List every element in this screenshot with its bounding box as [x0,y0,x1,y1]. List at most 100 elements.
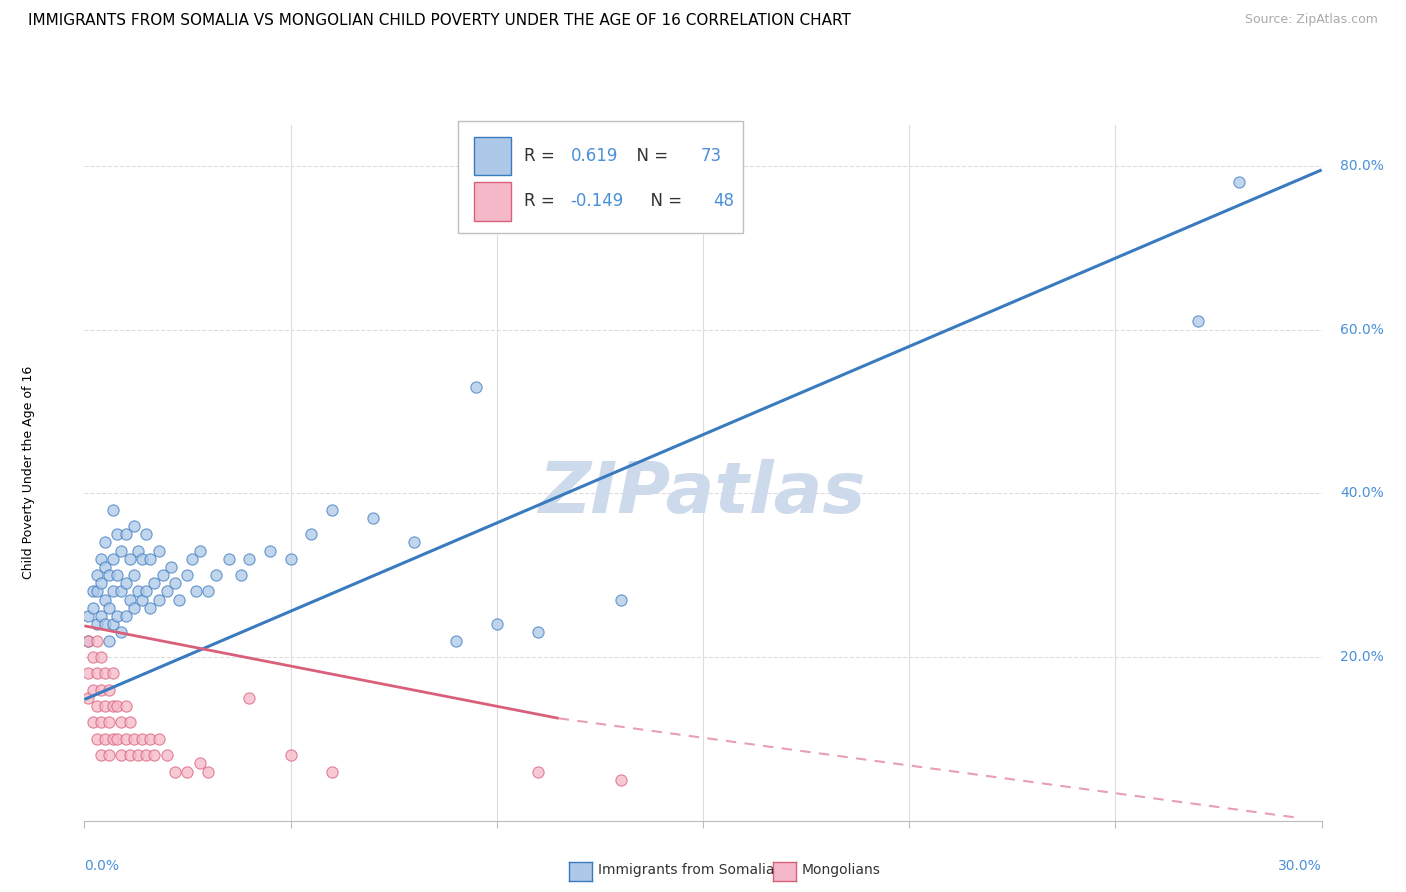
Text: 48: 48 [713,193,734,211]
Point [184,584,207,599]
Point [127,584,149,599]
Point [86,731,108,746]
Point [404,535,426,549]
Point [139,731,162,746]
Text: 80.0%: 80.0% [1340,159,1384,173]
Point [238,690,260,705]
Point [321,764,343,779]
Point [321,502,343,516]
Point [176,568,198,582]
Point [205,568,228,582]
Point [135,584,157,599]
Point [94,617,117,632]
Point [110,715,132,730]
Point [127,748,149,763]
Point [103,617,125,632]
Point [105,609,128,624]
Point [361,510,384,524]
Point [259,543,281,558]
Point [527,625,550,640]
Point [280,551,302,566]
Point [118,748,141,763]
Point [90,649,112,664]
Point [103,731,125,746]
Point [82,584,104,599]
Point [197,584,219,599]
Point [98,633,121,648]
Point [86,666,108,681]
Point [77,633,100,648]
Text: 60.0%: 60.0% [1340,323,1384,336]
Point [139,551,162,566]
Point [148,592,170,607]
Point [103,551,125,566]
Point [82,600,104,615]
Point [94,699,117,714]
Text: N =: N = [626,147,673,165]
Point [114,731,136,746]
FancyBboxPatch shape [474,137,512,176]
Point [609,592,631,607]
Point [77,666,100,681]
Point [90,682,112,697]
Point [90,576,112,591]
Text: R =: R = [523,193,560,211]
Point [98,715,121,730]
Point [131,731,153,746]
Point [122,600,145,615]
Text: -0.149: -0.149 [571,193,624,211]
Point [94,731,117,746]
Point [152,568,174,582]
Text: Source: ZipAtlas.com: Source: ZipAtlas.com [1244,13,1378,27]
Point [188,756,211,771]
Point [148,543,170,558]
Point [167,592,190,607]
Point [299,527,322,541]
Point [176,764,198,779]
Text: 73: 73 [700,147,721,165]
Point [114,609,136,624]
Point [90,748,112,763]
Point [197,764,219,779]
Point [82,715,104,730]
Point [86,617,108,632]
Point [98,600,121,615]
FancyBboxPatch shape [474,182,512,220]
Text: 20.0%: 20.0% [1340,650,1384,664]
Point [103,699,125,714]
Point [180,551,202,566]
Point [114,699,136,714]
Point [160,560,183,574]
Point [94,535,117,549]
Point [90,715,112,730]
Point [135,527,157,541]
Text: Child Poverty Under the Age of 16: Child Poverty Under the Age of 16 [22,366,35,580]
Point [165,764,187,779]
Text: 30.0%: 30.0% [1278,859,1322,873]
Point [86,568,108,582]
Text: 0.0%: 0.0% [84,859,120,873]
Point [229,568,252,582]
Point [127,543,149,558]
Point [94,666,117,681]
Point [238,551,260,566]
Point [77,690,100,705]
Text: N =: N = [640,193,688,211]
Point [118,551,141,566]
Point [148,731,170,746]
Point [1227,175,1250,189]
FancyBboxPatch shape [458,121,742,233]
Point [110,625,132,640]
Point [105,699,128,714]
Point [609,772,631,787]
Point [105,527,128,541]
Point [90,609,112,624]
Point [86,633,108,648]
Text: ZIPatlas: ZIPatlas [540,459,866,528]
Text: 0.619: 0.619 [571,147,619,165]
Point [485,617,508,632]
Text: IMMIGRANTS FROM SOMALIA VS MONGOLIAN CHILD POVERTY UNDER THE AGE OF 16 CORRELATI: IMMIGRANTS FROM SOMALIA VS MONGOLIAN CHI… [28,13,851,29]
Point [156,748,179,763]
Point [103,666,125,681]
Point [118,715,141,730]
